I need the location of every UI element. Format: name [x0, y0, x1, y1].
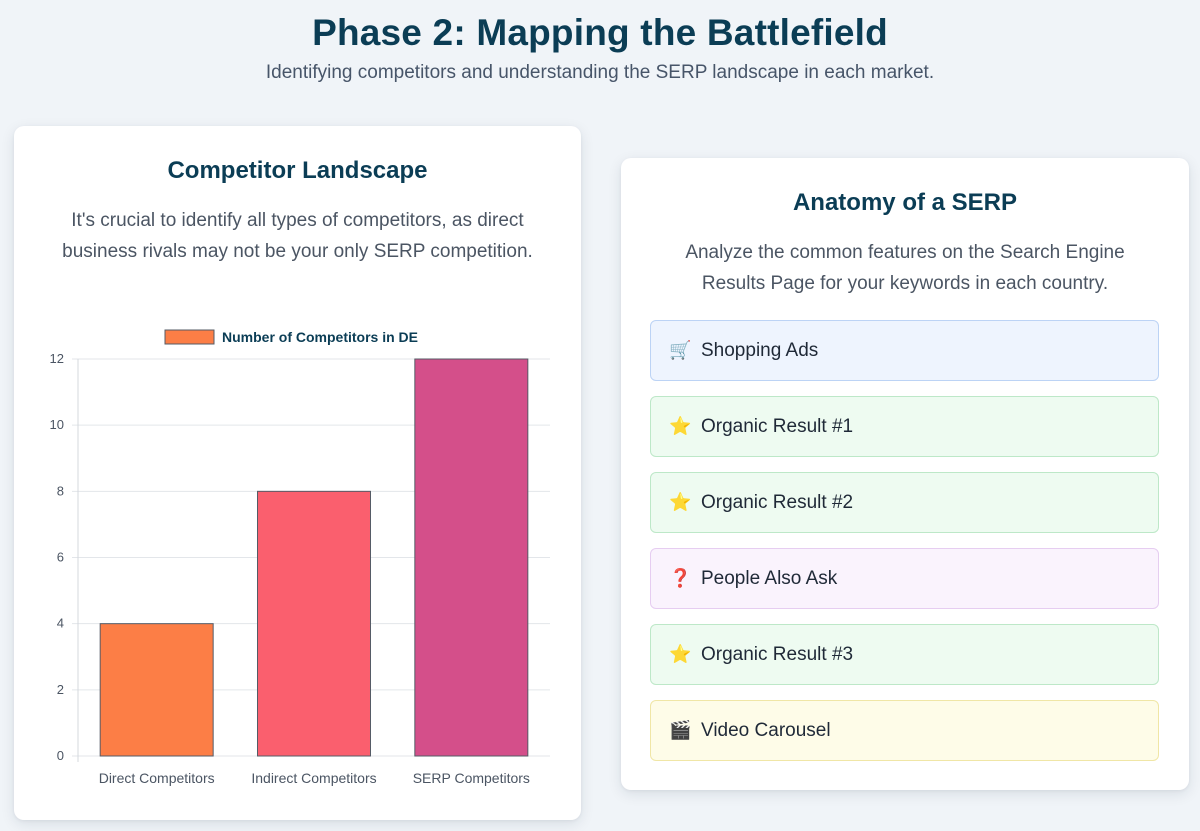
- page-subtitle: Identifying competitors and understandin…: [265, 62, 935, 83]
- question-icon: ❓: [669, 568, 692, 588]
- competitor-landscape-description: It's crucial to identify all types of co…: [62, 210, 533, 262]
- bar: [257, 490, 371, 757]
- y-tick-label: 4: [57, 616, 64, 631]
- x-category-label: Direct Competitors: [99, 770, 215, 786]
- clapper-icon: 🎬: [669, 720, 692, 740]
- serp-item-label: Organic Result #2: [701, 491, 854, 513]
- serp-anatomy-heading: Anatomy of a SERP: [792, 189, 1018, 216]
- bar: [414, 358, 529, 757]
- serp-item[interactable]: ❓ People Also Ask: [650, 548, 1159, 609]
- serp-item-label: Organic Result #1: [701, 415, 854, 437]
- cart-icon: 🛒: [669, 340, 692, 360]
- serp-item-label: Organic Result #3: [701, 643, 854, 665]
- serp-anatomy-description: Analyze the common features on the Searc…: [685, 242, 1125, 294]
- star-icon: ⭐: [669, 416, 692, 436]
- serp-item[interactable]: 🛒 Shopping Ads: [650, 320, 1159, 381]
- serp-item-label: Shopping Ads: [701, 339, 819, 361]
- y-tick-label: 2: [57, 682, 64, 697]
- serp-item[interactable]: 🎬 Video Carousel: [650, 700, 1159, 761]
- star-icon: ⭐: [669, 644, 692, 664]
- serp-item[interactable]: ⭐ Organic Result #2: [650, 472, 1159, 533]
- x-category-label: Indirect Competitors: [251, 770, 376, 786]
- serp-item-label: People Also Ask: [701, 567, 838, 589]
- competitor-landscape-card: Competitor Landscape It's crucial to ide…: [14, 126, 581, 820]
- y-tick-label: 0: [57, 748, 64, 763]
- competitor-landscape-heading: Competitor Landscape: [167, 157, 428, 184]
- x-category-label: SERP Competitors: [413, 770, 530, 786]
- bar: [99, 623, 214, 757]
- serp-item-label: Video Carousel: [701, 719, 831, 741]
- y-tick-label: 10: [50, 417, 64, 432]
- serp-item[interactable]: ⭐ Organic Result #3: [650, 624, 1159, 685]
- serp-anatomy-card: Anatomy of a SERP Analyze the common fea…: [621, 158, 1189, 790]
- page-title: Phase 2: Mapping the Battlefield: [312, 12, 888, 53]
- y-tick-label: 6: [57, 550, 64, 565]
- y-tick-label: 12: [50, 351, 64, 366]
- y-tick-label: 8: [57, 483, 64, 498]
- legend-label: Number of Competitors in DE: [222, 329, 418, 345]
- legend-swatch: [164, 329, 215, 345]
- serp-feature-list: 🛒 Shopping Ads ⭐ Organic Result #1 ⭐ Organic …: [650, 320, 1159, 776]
- competitor-bar-chart: 0 2 4 6 8 10 12 Direct Competitors Indirect Comp…: [50, 329, 550, 786]
- serp-item[interactable]: ⭐ Organic Result #1: [650, 396, 1159, 457]
- star-icon: ⭐: [669, 492, 692, 512]
